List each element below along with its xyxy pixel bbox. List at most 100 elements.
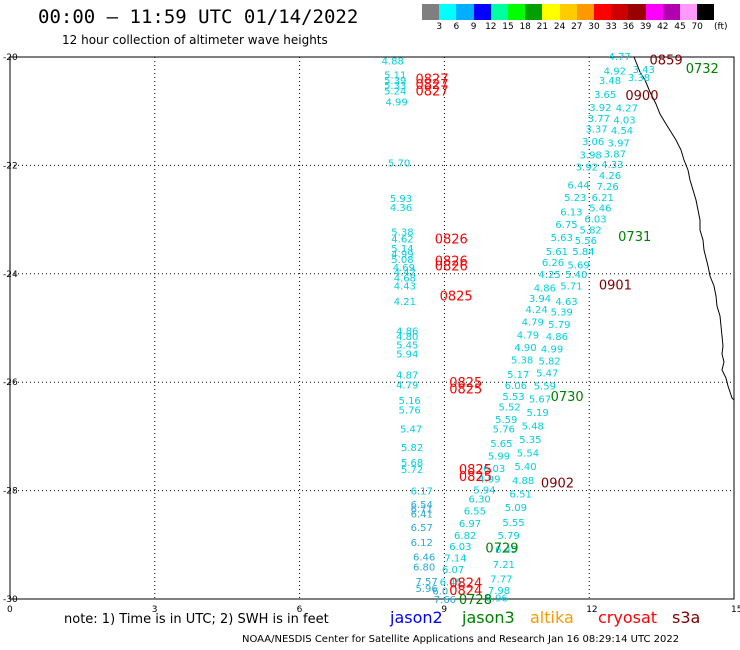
colorbar-label: 18 (519, 22, 531, 32)
swh-value: 6.45 (440, 578, 462, 589)
swh-value: 6.80 (413, 562, 435, 573)
swh-value: 6.97 (459, 519, 481, 530)
swh-value: 5.59 (534, 381, 556, 392)
swh-value: 4.03 (613, 115, 635, 126)
swh-value: 5.65 (490, 439, 512, 450)
colorbar-swatch (559, 4, 577, 20)
swh-value: 5.35 (519, 435, 541, 446)
pass-time-label: 0900 (625, 89, 658, 104)
swh-value: 5.17 (507, 370, 529, 381)
pass-time-label: 0826 (435, 233, 468, 248)
colorbar-label: 15 (502, 22, 514, 32)
swh-value: 4.79 (522, 317, 544, 328)
swh-value: 6.30 (469, 495, 491, 506)
swh-value: 3.94 (529, 294, 551, 305)
map-frame (9, 56, 735, 600)
swh-value: 5.82 (539, 357, 561, 368)
axis-labels: -20 -22 -24 -26 -28 -300 3 6 9 12 15 (3, 53, 740, 615)
swh-value: 7.77 (490, 574, 512, 585)
pass-time-label: 0730 (551, 390, 584, 405)
pass-time-label: 0827 (415, 73, 448, 88)
swh-value: 3.37 (585, 125, 607, 136)
swh-value: 5.67 (529, 394, 551, 405)
pass-time-label: 0825 (459, 463, 492, 478)
swh-value: 6.57 (411, 523, 433, 534)
swh-value: 3.87 (604, 149, 626, 160)
pass-time-label: 0825 (459, 470, 492, 485)
swh-value: 5.76 (399, 405, 421, 416)
pass-time-label: 0825 (449, 383, 482, 398)
swh-value: 6.45 (495, 545, 517, 556)
colorbar-label: 30 (588, 22, 600, 32)
swh-value: 5.76 (493, 424, 515, 435)
legend-altika: altika (530, 608, 574, 627)
swh-value: 5.48 (522, 422, 544, 433)
swh-value: 4.25 (539, 270, 561, 281)
swh-value: 3.48 (599, 76, 621, 87)
swh-value: 5.16 (399, 396, 421, 407)
swh-value: 5.39 (551, 308, 573, 319)
pass-time-label: 0827 (415, 85, 448, 100)
colorbar-swatch (697, 4, 715, 20)
swh-value: 6.03 (584, 215, 606, 226)
swh-value: 6.03 (449, 542, 471, 553)
swh-value: 3.65 (594, 90, 616, 101)
swh-value: 4.21 (394, 297, 416, 308)
credit-line: NOAA/NESDIS Center for Satellite Applica… (242, 634, 680, 645)
swh-value: 5.72 (401, 465, 423, 476)
swh-value: 5.19 (526, 408, 548, 419)
swh-value: 4.86 (546, 332, 568, 343)
swh-value: 4.99 (541, 345, 563, 356)
swh-value: 6.13 (560, 207, 582, 218)
pass-time-label: 0825 (440, 289, 473, 304)
colorbar-label: 6 (453, 22, 460, 32)
swh-value: 4.24 (525, 305, 547, 316)
colorbar-swatch (525, 4, 543, 20)
swh-value: 6.26 (542, 258, 564, 269)
pass-time-label: 0826 (435, 254, 468, 269)
swh-value: 5.84 (572, 247, 594, 258)
colorbar-swatch (611, 4, 629, 20)
colorbar-label: 42 (657, 22, 669, 32)
pass-time-label: 0902 (541, 476, 574, 491)
colorbar-label: 36 (622, 22, 635, 32)
swh-value: 5.70 (388, 159, 410, 170)
swh-value: 4.42 (394, 268, 416, 279)
swh-value: 3.98 (580, 151, 602, 162)
swh-value: 4.54 (611, 126, 633, 137)
colorbar-label: 33 (605, 22, 617, 32)
swh-value: 4.80 (396, 332, 418, 343)
colorbar-swatch (508, 4, 526, 20)
swh-value: 5.93 (390, 194, 412, 205)
legend-note: note: 1) Time is in UTC; 2) SWH is in fe… (64, 612, 329, 627)
swh-value: 5.38 (511, 355, 533, 366)
swh-value: 5.08 (391, 255, 413, 266)
swh-value: 5.69 (567, 261, 589, 272)
swh-value: 5.39 (384, 76, 406, 87)
lon-tick-label: 12 (586, 605, 597, 615)
swh-value: 5.45 (396, 340, 418, 351)
swh-values: 4.885.115.395.335.244.995.705.934.365.38… (382, 52, 655, 606)
swh-value: 4.79 (396, 380, 418, 391)
swh-value: 4.27 (616, 103, 638, 114)
colorbar-swatch (662, 4, 680, 20)
pass-time-label: 0729 (485, 542, 518, 557)
colorbar-swatch (439, 4, 457, 20)
colorbar-swatch (473, 4, 491, 20)
pass-time-label: 0731 (618, 230, 651, 245)
swh-value: 5.61 (546, 247, 568, 258)
colorbar-label: 27 (571, 22, 583, 32)
page-subtitle: 12 hour collection of altimeter wave hei… (62, 33, 328, 47)
swh-value: 5.47 (400, 424, 422, 435)
page-title: 00:00 – 11:59 UTC 01/14/2022 (38, 6, 359, 28)
swh-value: 6.96 (485, 593, 507, 604)
lon-tick-label: 6 (297, 605, 303, 615)
colorbar-swatch (490, 4, 508, 20)
pass-time-label: 0824 (449, 584, 482, 599)
colorbar-swatch (680, 4, 698, 20)
swh-value: 5.99 (488, 451, 510, 462)
swh-value: 6.54 (411, 500, 433, 511)
swh-value: 5.82 (401, 443, 423, 454)
colorbar-label: 9 (470, 22, 477, 32)
lon-tick-label: 3 (152, 605, 158, 615)
